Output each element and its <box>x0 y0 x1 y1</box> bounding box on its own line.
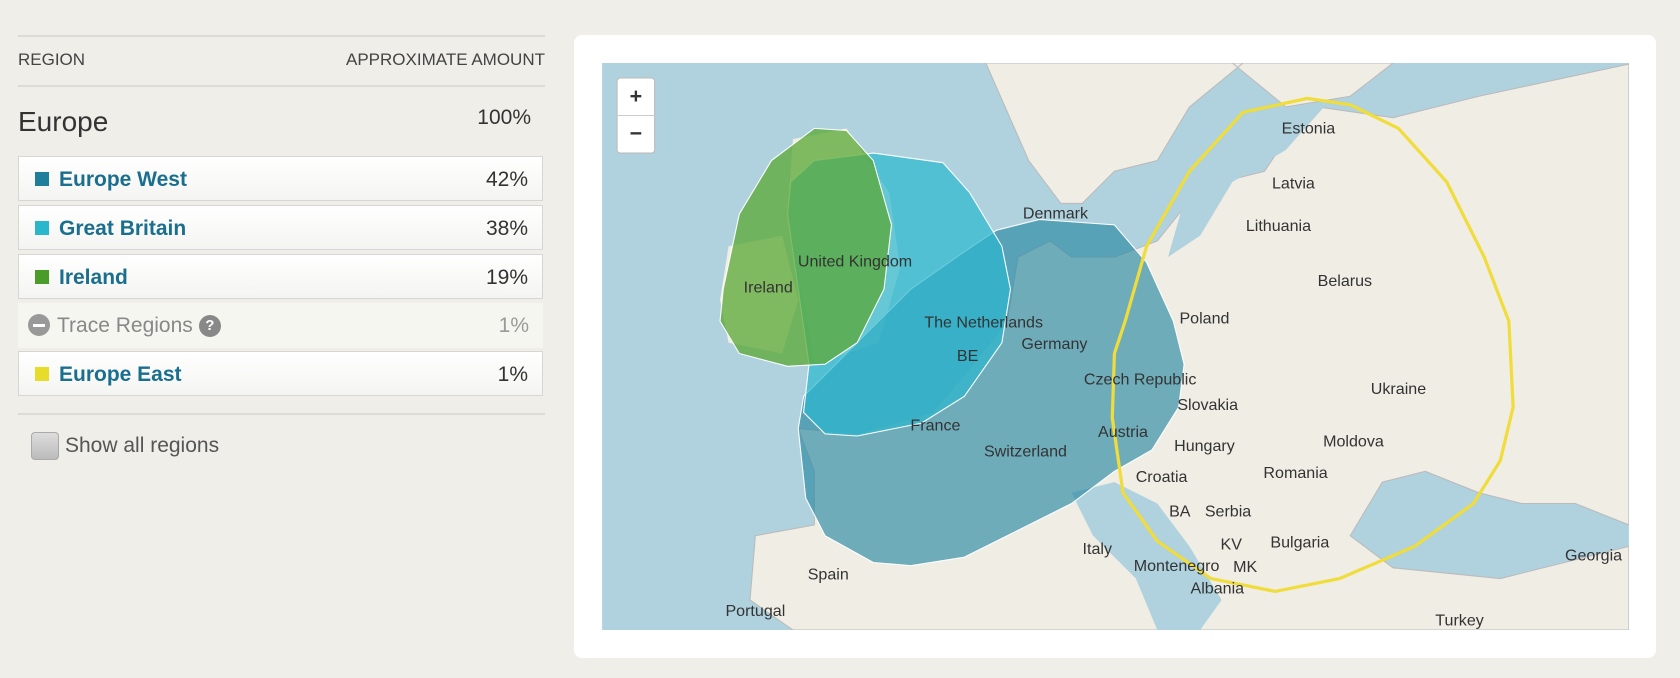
map-label: Serbia <box>1205 502 1251 520</box>
map-label: Poland <box>1179 309 1229 327</box>
header-amount: APPROXIMATE AMOUNT <box>346 50 545 69</box>
map-label: Moldova <box>1323 433 1384 451</box>
map-label: Croatia <box>1136 468 1188 486</box>
map-label: Denmark <box>1023 204 1089 222</box>
minus <box>33 324 45 327</box>
map[interactable]: Estonia Latvia Lithuania Belarus Poland Ukrai… <box>602 63 1629 630</box>
map-label: Czech Republic <box>1084 371 1197 389</box>
region-row[interactable]: Trace Regions? 1% <box>18 303 543 348</box>
map-label: Albania <box>1191 580 1245 598</box>
collapse-icon <box>28 314 50 336</box>
region-row[interactable]: Great Britain 38% <box>18 205 543 250</box>
map-label: Slovakia <box>1177 396 1238 414</box>
legend-swatch <box>35 172 49 186</box>
region-amount: 1% <box>497 363 528 386</box>
land <box>985 63 1394 204</box>
region-row[interactable]: Europe West 42% <box>18 156 543 201</box>
rule <box>18 413 545 415</box>
group-amount: 100% <box>477 106 531 129</box>
map-label: Belarus <box>1318 272 1372 290</box>
zoom-out[interactable]: − <box>630 121 643 145</box>
legend-swatch <box>35 367 49 381</box>
map-label: Austria <box>1098 423 1148 441</box>
rule <box>18 35 545 37</box>
map-label: BE <box>957 347 979 365</box>
map-label: Georgia <box>1565 546 1622 564</box>
region-amount: 1% <box>498 314 529 337</box>
map-label: Ireland <box>744 278 793 296</box>
map-label: Turkey <box>1435 612 1484 630</box>
group-name: Europe <box>18 106 109 137</box>
map-label: Hungary <box>1174 437 1235 455</box>
map-label: Germany <box>1021 335 1087 353</box>
show-all-label[interactable]: Show all regions <box>65 434 220 457</box>
rule <box>18 85 545 87</box>
map-label: Bulgaria <box>1270 533 1329 551</box>
region-amount: 38% <box>485 217 528 240</box>
map-label: Ukraine <box>1371 380 1426 398</box>
map-label: Portugal <box>725 602 785 620</box>
help-icon: ? <box>198 315 221 338</box>
map-label: Switzerland <box>984 442 1067 460</box>
map-label: France <box>910 417 960 435</box>
region-name: Ireland <box>59 266 128 289</box>
map-label: Italy <box>1083 540 1112 558</box>
map-label: Latvia <box>1272 174 1315 192</box>
checkbox[interactable] <box>31 432 59 460</box>
map-label: The Netherlands <box>924 314 1043 332</box>
region-europe-east <box>1110 96 1515 594</box>
map-label: Estonia <box>1282 120 1336 138</box>
region-name: Europe West <box>59 168 187 191</box>
legend-swatch <box>35 270 49 284</box>
map-label: KV <box>1221 536 1243 554</box>
map-label: Romania <box>1263 464 1327 482</box>
region-name: Trace Regions? <box>57 314 221 338</box>
sea <box>1071 482 1222 630</box>
region-name: Great Britain <box>59 217 187 240</box>
map-label: Montenegro <box>1134 557 1220 575</box>
legend-swatch <box>35 221 49 235</box>
header-region: REGION <box>18 50 86 69</box>
zoom-in[interactable]: + <box>630 84 643 108</box>
region-name: Europe East <box>59 363 182 386</box>
map-label: United Kingdom <box>798 253 912 271</box>
region-amount: 42% <box>485 168 528 191</box>
region-amount: 19% <box>485 266 528 289</box>
region-row[interactable]: Europe East 1% <box>18 351 543 396</box>
map-label: BA <box>1169 502 1191 520</box>
map-label: MK <box>1233 558 1257 576</box>
sea <box>1168 101 1329 258</box>
region-row[interactable]: Ireland 19% <box>18 254 543 299</box>
region-ireland <box>719 127 893 367</box>
map-label: Spain <box>808 566 849 584</box>
map-labels: Estonia Latvia Lithuania Belarus Poland Ukrai… <box>725 120 1622 630</box>
map-label: Lithuania <box>1246 217 1311 235</box>
